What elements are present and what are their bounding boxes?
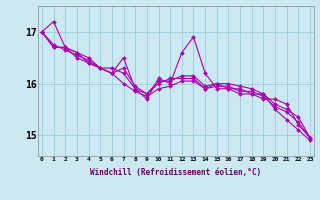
X-axis label: Windchill (Refroidissement éolien,°C): Windchill (Refroidissement éolien,°C) [91, 168, 261, 177]
